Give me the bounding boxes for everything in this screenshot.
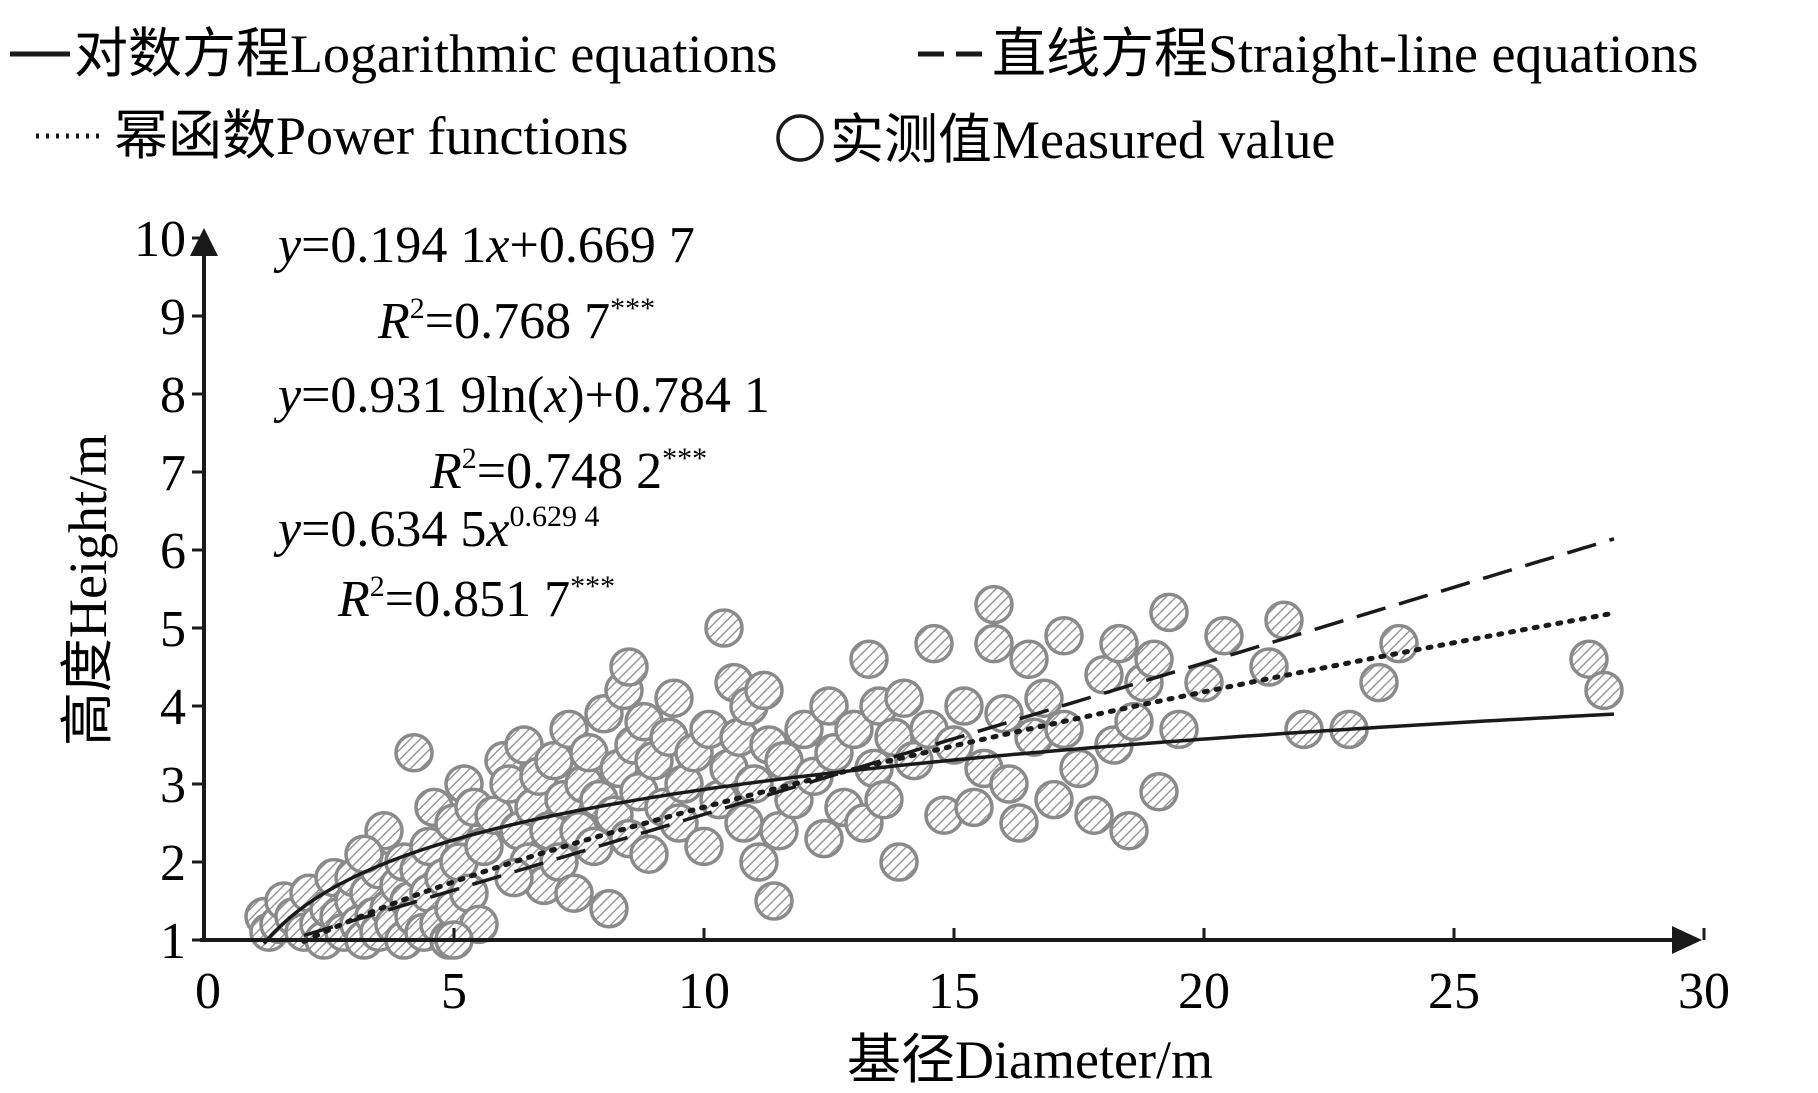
measured-point: [684, 826, 724, 867]
measured-point: [834, 709, 874, 750]
measured-point: [1009, 639, 1049, 679]
measured-point: [1044, 616, 1084, 656]
measured-point: [704, 608, 744, 648]
measured-point: [554, 873, 594, 913]
fit-curves: [262, 537, 1617, 945]
x-tick-label: 15: [928, 963, 980, 1020]
x-tick-label: 20: [1178, 963, 1230, 1020]
measured-point: [1109, 811, 1149, 851]
y-tick-label: 2: [160, 835, 186, 892]
power-fit-line: [301, 610, 1617, 944]
measured-point: [1034, 779, 1074, 820]
measured-point: [849, 639, 889, 679]
measured-point: [1379, 623, 1419, 664]
legend-linear-label: 直线方程Straight-line equations: [992, 24, 1698, 84]
measured-points: [244, 584, 1624, 960]
measured-point: [1044, 709, 1084, 750]
y-tick-label: 10: [134, 211, 186, 268]
measured-point: [1159, 709, 1199, 750]
y-tick-label: 4: [160, 679, 186, 736]
measured-point: [724, 803, 764, 843]
measured-point: [974, 584, 1014, 625]
legend-measured-label: 实测值Measured value: [830, 110, 1335, 170]
measured-point: [1114, 701, 1154, 742]
measured-point: [1584, 670, 1624, 711]
x-tick-label: 0: [195, 963, 221, 1020]
measured-point: [809, 686, 849, 726]
legend-power-label: 幂函数Power functions: [114, 106, 628, 166]
measured-point: [1099, 623, 1139, 664]
measured-point: [1264, 600, 1304, 640]
y-tick-label: 3: [160, 757, 186, 814]
measured-point: [864, 779, 904, 820]
measured-point: [989, 764, 1029, 804]
measured-point: [629, 834, 669, 874]
measured-point: [999, 803, 1039, 843]
equations: y=0.194 1x+0.669 7 R2=0.768 7*** y=0.931…: [273, 217, 770, 628]
axes: [190, 228, 1702, 954]
measured-point: [759, 811, 799, 851]
measured-point: [804, 818, 844, 859]
y-axis-title: 高度Height/m: [58, 434, 118, 746]
linear-r2: R2=0.768 7***: [377, 292, 655, 350]
measured-point: [1284, 709, 1324, 750]
measured-point: [1059, 748, 1099, 789]
legend: 对数方程Logarithmic equations 直线方程Straight-l…: [10, 24, 1698, 170]
linear-fit-line: [303, 537, 1615, 938]
power-r2: R2=0.851 7***: [337, 570, 615, 628]
y-tick-label: 5: [160, 601, 186, 658]
measured-point: [784, 709, 824, 750]
legend-circle-marker: [776, 114, 824, 162]
legend-log-label: 对数方程Logarithmic equations: [74, 24, 777, 84]
measured-point: [574, 826, 614, 867]
measured-point: [984, 694, 1024, 734]
y-axis-arrow-icon: [190, 228, 218, 256]
measured-point: [944, 686, 984, 726]
x-tick-label: 30: [1678, 963, 1730, 1020]
y-tick-label: 7: [160, 445, 186, 502]
measured-point: [654, 678, 694, 718]
measured-point: [884, 678, 924, 718]
measured-point: [744, 670, 784, 711]
measured-point: [974, 623, 1014, 664]
log-equation: y=0.931 9ln(x)+0.784 1: [273, 367, 770, 424]
measured-point: [1139, 772, 1179, 812]
measured-point: [1359, 662, 1399, 703]
log-fit-line: [262, 712, 1615, 945]
x-tick-label: 10: [678, 963, 730, 1020]
measured-point: [1569, 639, 1609, 679]
measured-point: [1074, 795, 1114, 835]
measured-point: [954, 787, 994, 828]
y-tick-label: 6: [160, 523, 186, 580]
measured-point: [1024, 678, 1064, 718]
y-tick-label: 8: [160, 367, 186, 424]
measured-point: [1134, 639, 1174, 679]
measured-point: [494, 857, 534, 898]
y-tick-label: 1: [160, 913, 186, 970]
measured-point: [754, 881, 794, 921]
x-ticks: 0 5 10 15 20 25 30: [195, 928, 1730, 1020]
measured-point: [1204, 616, 1244, 656]
y-tick-label: 9: [160, 289, 186, 346]
y-ticks: 1 2 3 4 5 6 7 8 9 10: [134, 211, 204, 970]
x-tick-label: 25: [1428, 963, 1480, 1020]
x-tick-label: 5: [441, 963, 467, 1020]
linear-equation: y=0.194 1x+0.669 7: [273, 217, 695, 274]
measured-point: [879, 842, 919, 882]
measured-point: [1149, 592, 1189, 633]
log-r2: R2=0.748 2***: [429, 442, 707, 500]
power-equation: y=0.634 5x0.629 4: [273, 500, 600, 558]
measured-point: [394, 733, 434, 773]
measured-point: [589, 889, 629, 929]
x-axis-arrow-icon: [1672, 926, 1702, 954]
x-axis-title: 基径Diameter/m: [847, 1030, 1213, 1090]
measured-point: [914, 623, 954, 664]
measured-point: [739, 842, 779, 882]
measured-point: [1249, 647, 1289, 687]
measured-point: [609, 647, 649, 687]
